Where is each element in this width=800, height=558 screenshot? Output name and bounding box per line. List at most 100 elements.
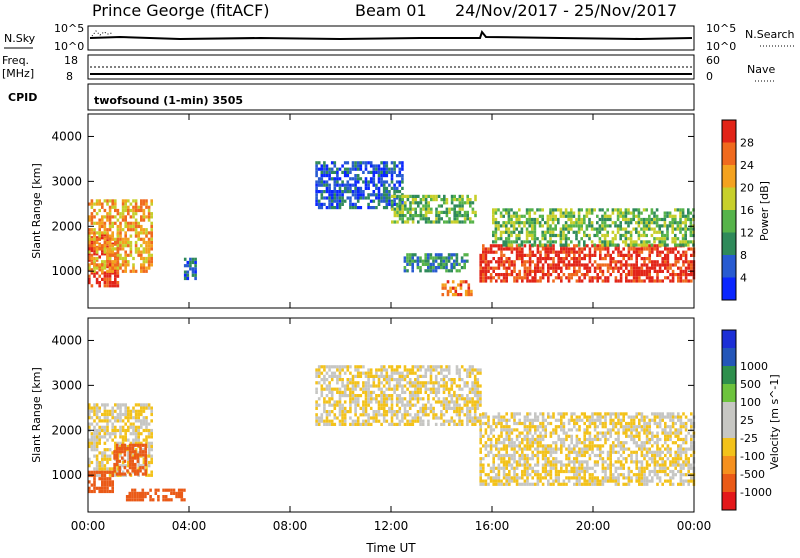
velocity-cell (135, 419, 138, 422)
power-cell (643, 244, 646, 247)
velocity-cell (98, 435, 101, 438)
velocity-cell (135, 426, 138, 429)
velocity-cell (505, 428, 508, 431)
velocity-cell (414, 420, 417, 423)
velocity-cell (349, 381, 352, 384)
power-cell (570, 257, 573, 260)
velocity-cell (96, 413, 99, 416)
power-cell (560, 247, 563, 250)
power-cell (495, 224, 498, 227)
velocity-cell (143, 410, 146, 413)
power-cell (638, 224, 641, 227)
velocity-cell (482, 444, 485, 447)
velocity-cell (589, 444, 592, 447)
velocity-cell (344, 400, 347, 403)
velocity-cell (354, 381, 357, 384)
power-cell (549, 212, 552, 215)
velocity-cell (341, 423, 344, 426)
power-cell (425, 214, 428, 217)
power-cell (318, 206, 321, 209)
velocity-cell (505, 451, 508, 454)
power-cell (614, 221, 617, 224)
velocity-cell (664, 470, 667, 473)
power-cell (93, 241, 96, 244)
velocity-cell (511, 448, 514, 451)
power-cell (539, 276, 542, 279)
power-cell (627, 224, 630, 227)
power-cell (430, 253, 433, 256)
velocity-cell (537, 470, 540, 473)
power-cell (628, 270, 631, 273)
velocity-cell (383, 413, 386, 416)
velocity-cell (357, 375, 360, 378)
power-cell (537, 257, 540, 260)
velocity-heatmap (88, 365, 695, 501)
velocity-cell (490, 428, 493, 431)
velocity-cell (508, 441, 511, 444)
power-cell (365, 164, 368, 167)
velocity-cell (552, 483, 555, 486)
power-cell (104, 228, 107, 231)
power-cell (508, 208, 511, 211)
power-cell (430, 263, 433, 266)
velocity-cell (425, 368, 428, 371)
velocity-cell (635, 457, 638, 460)
velocity-cell (181, 495, 184, 498)
power-cell (534, 240, 537, 243)
velocity-cell (518, 422, 521, 425)
power-cell (523, 240, 526, 243)
power-cell (609, 224, 612, 227)
velocity-cell (586, 451, 589, 454)
velocity-cell (628, 473, 631, 476)
power-cell (666, 237, 669, 240)
power-cell (534, 270, 537, 273)
power-cell (339, 193, 342, 196)
power-cell (497, 237, 500, 240)
power-cell (549, 215, 552, 218)
velocity-cell (622, 428, 625, 431)
velocity-cell (130, 423, 133, 426)
power-cell (661, 260, 664, 263)
power-cell (687, 208, 690, 211)
velocity-cell (357, 404, 360, 407)
power-cell (596, 231, 599, 234)
velocity-cell (505, 422, 508, 425)
velocity-cell (526, 480, 529, 483)
power-cell (645, 224, 648, 227)
velocity-cell (318, 397, 321, 400)
power-cell (114, 241, 117, 244)
power-cell (497, 228, 500, 231)
velocity-cell (393, 368, 396, 371)
power-cell (479, 260, 482, 263)
velocity-cell (612, 451, 615, 454)
power-cell (672, 263, 675, 266)
power-cell (526, 273, 529, 276)
power-cell (451, 201, 454, 204)
velocity-cell (370, 407, 373, 410)
power-cell (526, 279, 529, 282)
power-cell (552, 208, 555, 211)
velocity-cell (471, 381, 474, 384)
power-cell (669, 263, 672, 266)
power-cell (357, 193, 360, 196)
velocity-cell (145, 403, 148, 406)
velocity-cell (375, 384, 378, 387)
velocity-cell (542, 444, 545, 447)
power-cell (625, 276, 628, 279)
velocity-cell (315, 407, 318, 410)
power-cell (104, 225, 107, 228)
power-cell (396, 195, 399, 198)
power-cell (184, 271, 187, 274)
velocity-cell (516, 476, 519, 479)
velocity-cell (370, 416, 373, 419)
velocity-cell (315, 381, 318, 384)
velocity-cell (617, 480, 620, 483)
power-cell (406, 269, 409, 272)
power-cell (148, 215, 151, 218)
velocity-cell (98, 490, 101, 493)
velocity-cell (401, 375, 404, 378)
power-cell (344, 200, 347, 203)
nave-tick-bottom: 0 (706, 70, 713, 83)
velocity-cell (581, 412, 584, 415)
power-cell (651, 221, 654, 224)
